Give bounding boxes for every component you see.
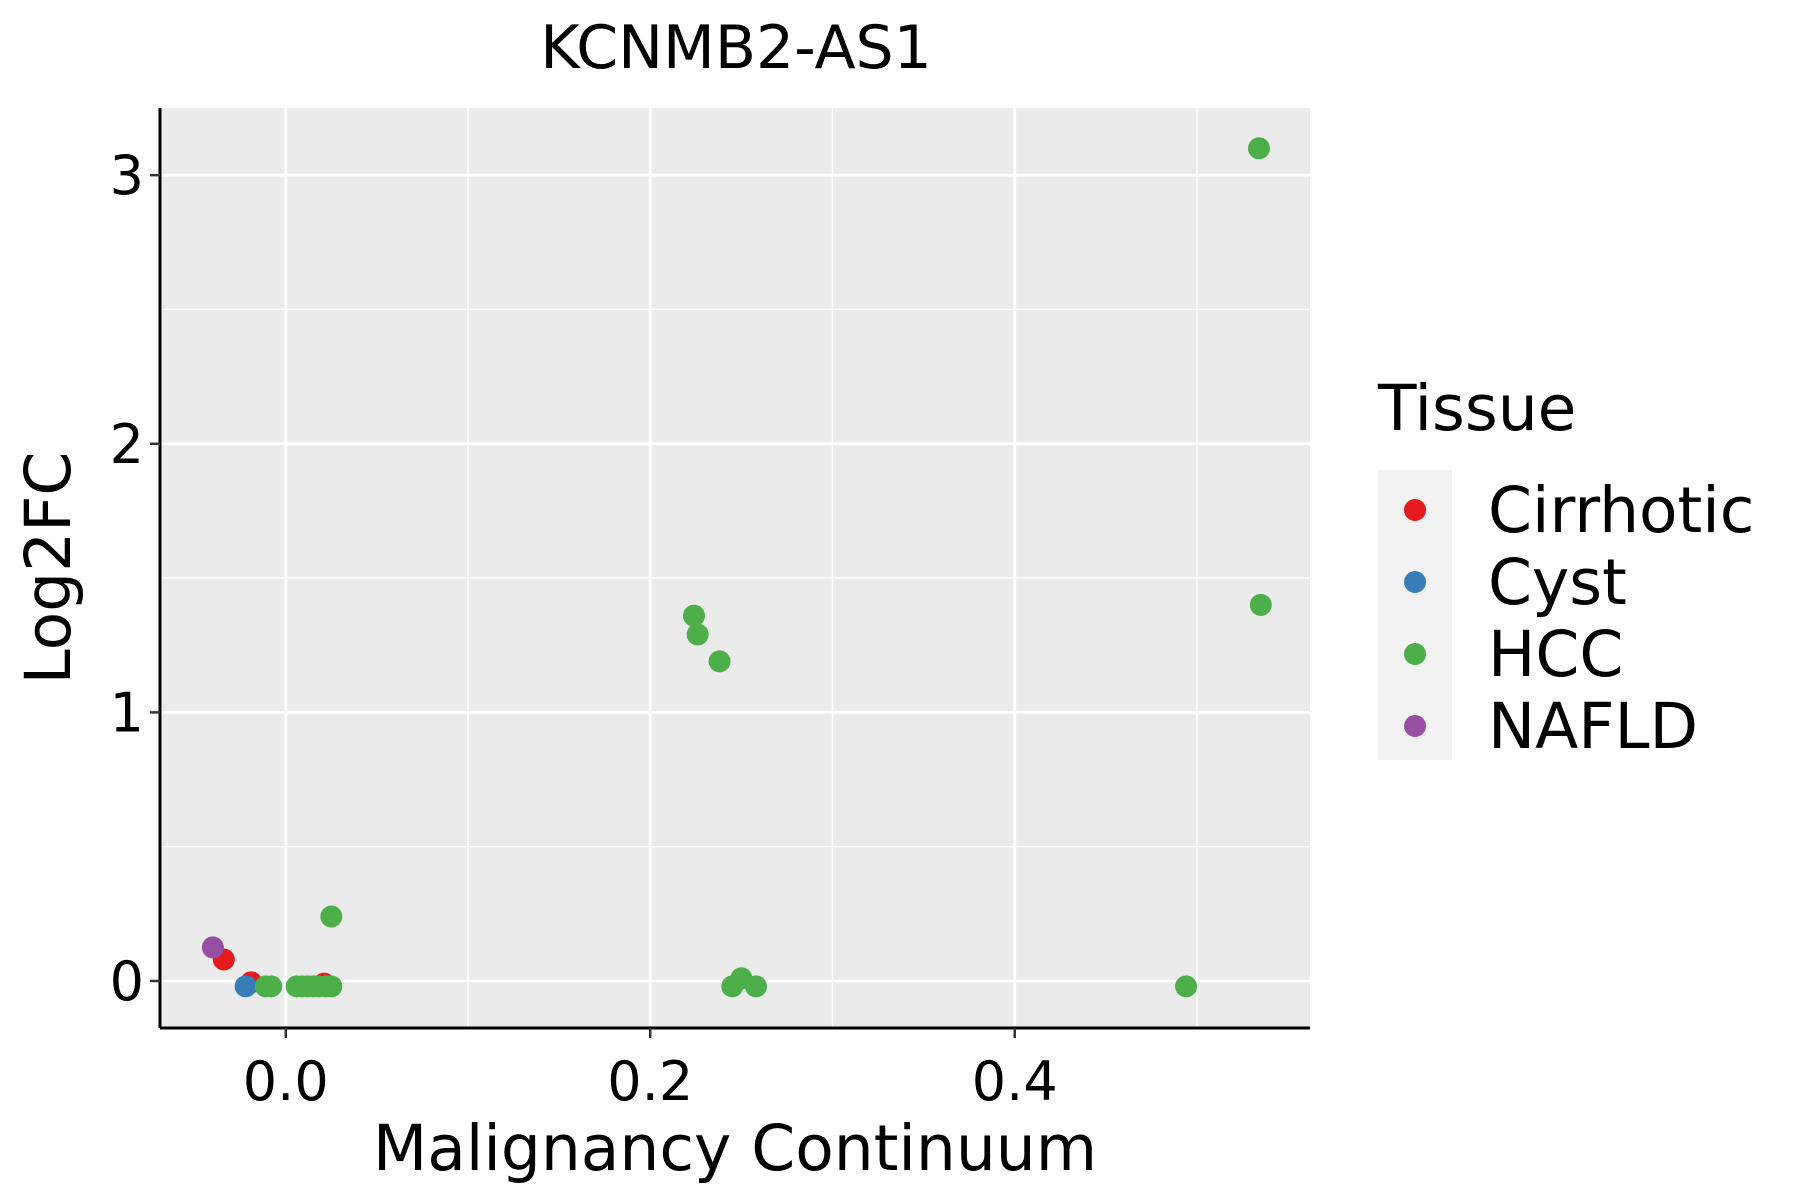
x-tick-label: 0.2 <box>607 1050 693 1113</box>
y-tick-label: 0 <box>110 950 144 1013</box>
point-hcc <box>686 623 709 646</box>
chart-title: KCNMB2-AS1 <box>540 13 932 83</box>
point-hcc <box>1247 137 1270 160</box>
x-tick-label: 0.0 <box>243 1050 329 1113</box>
legend-key-nafld <box>1404 715 1426 737</box>
point-cyst <box>234 975 257 998</box>
legend-key-hcc <box>1404 643 1426 665</box>
x-tick-label: 0.4 <box>972 1050 1058 1113</box>
legend-label-cirrhotic: Cirrhotic <box>1488 474 1754 547</box>
x-axis-ticks: 0.0 0.2 0.4 <box>243 1028 1058 1113</box>
y-tick-label: 3 <box>110 144 144 207</box>
point-hcc <box>682 604 705 627</box>
legend-label-cyst: Cyst <box>1488 546 1627 619</box>
point-nafld <box>201 936 224 959</box>
y-tick-label: 1 <box>110 681 144 744</box>
point-hcc <box>1249 593 1272 616</box>
major-gridlines <box>160 108 1310 1028</box>
point-hcc <box>1175 975 1198 998</box>
legend-key-cirrhotic <box>1404 499 1426 521</box>
point-hcc <box>744 975 767 998</box>
point-hcc <box>708 650 731 673</box>
plot-panel <box>160 108 1310 1028</box>
legend-title: Tissue <box>1377 372 1576 445</box>
y-axis-ticks: 0 1 2 3 <box>110 144 160 1013</box>
y-tick-label: 2 <box>110 413 144 476</box>
point-hcc <box>320 975 343 998</box>
legend-label-nafld: NAFLD <box>1488 690 1698 763</box>
minor-gridlines <box>160 108 1310 1028</box>
point-hcc <box>260 975 283 998</box>
legend-label-hcc: HCC <box>1488 618 1623 691</box>
x-axis-title: Malignancy Continuum <box>373 1112 1097 1185</box>
point-hcc <box>320 905 343 928</box>
y-axis-title: Log2FC <box>12 452 85 685</box>
data-points <box>201 137 1272 998</box>
legend-key-cyst <box>1404 571 1426 593</box>
